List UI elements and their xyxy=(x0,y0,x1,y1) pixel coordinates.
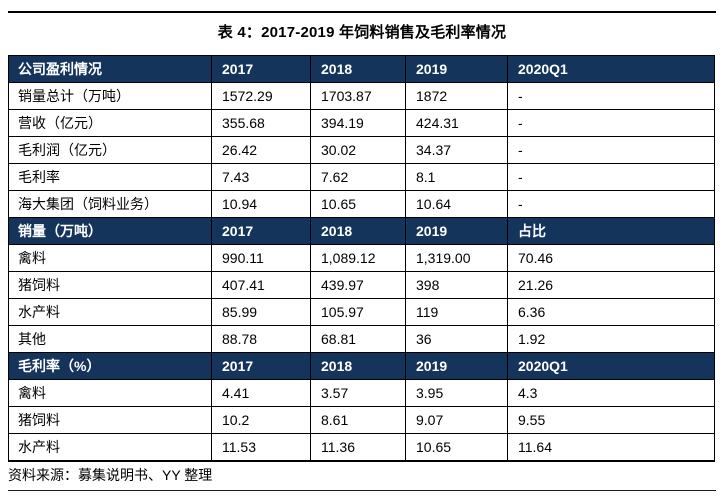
table-row: 水产料 11.53 11.36 10.65 11.64 xyxy=(8,433,715,462)
row-label-cell: 销量总计（万吨） xyxy=(8,82,212,110)
feed-table-body: 公司盈利情况 2017 2018 2019 2020Q1 销量总计（万吨） 1572.29 1… xyxy=(8,55,715,462)
value-cell: 407.41 xyxy=(211,271,311,299)
value-cell: 4.41 xyxy=(211,379,311,407)
value-cell: 70.46 xyxy=(507,244,715,272)
bottom-divider xyxy=(8,490,716,491)
value-cell: 9.07 xyxy=(405,406,508,434)
value-cell: 1703.87 xyxy=(310,82,406,110)
column-header-cell: 2017 xyxy=(211,352,311,380)
value-cell: 3.57 xyxy=(310,379,406,407)
value-cell: 11.36 xyxy=(310,433,406,462)
value-cell: 34.37 xyxy=(405,136,508,164)
value-cell: 10.65 xyxy=(405,433,508,462)
feed-table: 公司盈利情况 2017 2018 2019 2020Q1 销量总计（万吨） 1572.29 1… xyxy=(8,55,715,462)
column-header-cell: 2018 xyxy=(310,217,406,245)
value-cell: 424.31 xyxy=(405,109,508,137)
value-cell: 26.42 xyxy=(211,136,311,164)
value-cell: 1.92 xyxy=(507,325,715,353)
value-cell: 4.3 xyxy=(507,379,715,407)
value-cell: 36 xyxy=(405,325,508,353)
value-cell: 1572.29 xyxy=(211,82,311,110)
table-row: 销量总计（万吨） 1572.29 1703.87 1872- xyxy=(8,82,715,110)
value-cell: 355.68 xyxy=(211,109,311,137)
value-cell: 11.64 xyxy=(507,433,715,462)
table-row: 禽料 4.41 3.57 3.95 4.3 xyxy=(8,379,715,407)
value-cell: 7.43 xyxy=(211,163,311,191)
column-header-cell: 占比 xyxy=(507,217,715,245)
row-label-cell: 水产料 xyxy=(8,433,212,462)
column-header-cell: 2019 xyxy=(405,217,508,245)
value-cell: 10.64 xyxy=(405,190,508,218)
value-cell: 7.62 xyxy=(310,163,406,191)
table-row: 猪饲料 407.41 439.97 398 21.26 xyxy=(8,271,715,299)
value-cell: 1,089.12 xyxy=(310,244,406,272)
table-row: 海大集团（饲料业务） 10.94 10.65 10.64- xyxy=(8,190,715,218)
value-cell: - xyxy=(507,109,715,137)
table-row: 猪饲料 10.2 8.61 9.07 9.55 xyxy=(8,406,715,434)
value-cell: 6.36 xyxy=(507,298,715,326)
column-header-cell: 2019 xyxy=(405,352,508,380)
column-header-cell: 2018 xyxy=(310,352,406,380)
value-cell: 68.81 xyxy=(310,325,406,353)
column-header-cell: 2020Q1 xyxy=(507,352,715,380)
value-cell: 8.1 xyxy=(405,163,508,191)
section-title-cell: 销量（万吨） xyxy=(8,217,212,245)
value-cell: 88.78 xyxy=(211,325,311,353)
column-header-cell: 2020Q1 xyxy=(507,55,715,83)
row-label-cell: 毛利率 xyxy=(8,163,212,191)
value-cell: 394.19 xyxy=(310,109,406,137)
section-title-cell: 公司盈利情况 xyxy=(8,55,212,83)
section-header-row: 毛利率（%） 2017 2018 2019 2020Q1 xyxy=(8,352,715,380)
value-cell: 119 xyxy=(405,298,508,326)
column-header-cell: 2017 xyxy=(211,55,311,83)
value-cell: 1,319.00 xyxy=(405,244,508,272)
value-cell: 1872 xyxy=(405,82,508,110)
row-label-cell: 其他 xyxy=(8,325,212,353)
value-cell: 3.95 xyxy=(405,379,508,407)
value-cell: 85.99 xyxy=(211,298,311,326)
section-header-row: 公司盈利情况 2017 2018 2019 2020Q1 xyxy=(8,55,715,83)
value-cell: 30.02 xyxy=(310,136,406,164)
value-cell: 21.26 xyxy=(507,271,715,299)
table-row: 毛利率 7.43 7.62 8.1- xyxy=(8,163,715,191)
column-header-cell: 2018 xyxy=(310,55,406,83)
row-label-cell: 禽料 xyxy=(8,244,212,272)
section-title-cell: 毛利率（%） xyxy=(8,352,212,380)
value-cell: 398 xyxy=(405,271,508,299)
table-title: 表 4：2017-2019 年饲料销售及毛利率情况 xyxy=(217,24,507,41)
value-cell: 10.2 xyxy=(211,406,311,434)
row-label-cell: 毛利润（亿元） xyxy=(8,136,212,164)
value-cell: - xyxy=(507,163,715,191)
value-cell: 8.61 xyxy=(310,406,406,434)
row-label-cell: 猪饲料 xyxy=(8,406,212,434)
value-cell: 10.65 xyxy=(310,190,406,218)
value-cell: 10.94 xyxy=(211,190,311,218)
top-divider xyxy=(8,11,716,13)
row-label-cell: 禽料 xyxy=(8,379,212,407)
column-header-cell: 2019 xyxy=(405,55,508,83)
row-label-cell: 营收（亿元） xyxy=(8,109,212,137)
table-row: 禽料 990.11 1,089.12 1,319.00 70.46 xyxy=(8,244,715,272)
row-label-cell: 海大集团（饲料业务） xyxy=(8,190,212,218)
value-cell: - xyxy=(507,136,715,164)
value-cell: 990.11 xyxy=(211,244,311,272)
row-label-cell: 水产料 xyxy=(8,298,212,326)
table-row: 水产料 85.99 105.97 119 6.36 xyxy=(8,298,715,326)
value-cell: - xyxy=(507,190,715,218)
value-cell: 11.53 xyxy=(211,433,311,462)
section-header-row: 销量（万吨） 2017 2018 2019 占比 xyxy=(8,217,715,245)
value-cell: 9.55 xyxy=(507,406,715,434)
value-cell: - xyxy=(507,82,715,110)
table-row: 毛利润（亿元） 26.42 30.02 34.37- xyxy=(8,136,715,164)
table-row: 其他 88.78 68.81 36 1.92 xyxy=(8,325,715,353)
table-container: 公司盈利情况 2017 2018 2019 2020Q1 销量总计（万吨） 1572.29 1… xyxy=(8,55,715,462)
row-label-cell: 猪饲料 xyxy=(8,271,212,299)
source-note: 资料来源：募集说明书、YY 整理 xyxy=(8,467,213,483)
value-cell: 439.97 xyxy=(310,271,406,299)
table-row: 营收（亿元） 355.68 394.19 424.31- xyxy=(8,109,715,137)
value-cell: 105.97 xyxy=(310,298,406,326)
column-header-cell: 2017 xyxy=(211,217,311,245)
